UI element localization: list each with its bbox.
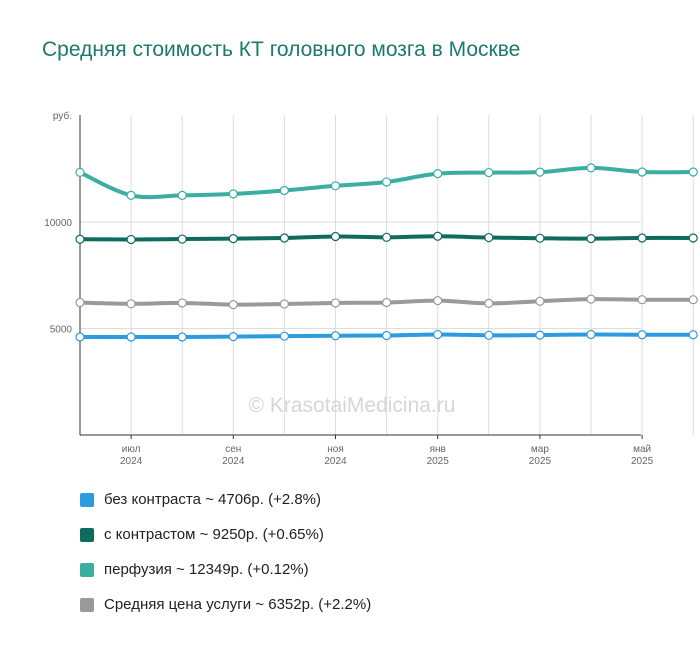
legend-label: с контрастом ~ 9250р. (+0.65%) <box>104 526 324 543</box>
data-point <box>586 234 596 244</box>
data-point <box>75 234 85 244</box>
x-tick-label-year: 2025 <box>427 456 450 467</box>
data-point <box>637 233 647 243</box>
y-tick-label: 10000 <box>44 218 72 229</box>
data-point <box>177 190 187 200</box>
legend-swatch <box>80 527 94 542</box>
data-point <box>382 330 392 341</box>
x-tick-label-month: июл <box>122 444 141 455</box>
x-tick-label-month: ноя <box>327 444 344 455</box>
data-point <box>586 163 596 173</box>
x-tick-label-month: янв <box>430 444 446 455</box>
x-tick-label-month: мар <box>531 444 549 455</box>
legend-item[interactable]: перфузия ~ 12349р. (+0.12%) <box>80 552 371 587</box>
data-point <box>688 330 698 340</box>
x-tick-label-year: 2024 <box>324 456 347 467</box>
data-point <box>228 300 238 310</box>
data-point <box>382 177 392 187</box>
data-point <box>126 234 136 245</box>
data-point <box>228 234 238 244</box>
legend-label: Средняя цена услуги ~ 6352р. (+2.2%) <box>104 596 372 613</box>
data-point <box>177 234 187 244</box>
data-point <box>75 332 85 342</box>
data-point <box>688 233 698 243</box>
watermark: © KrasotaiMedicina.ru <box>249 394 456 417</box>
legend-item[interactable]: без контраста ~ 4706р. (+2.8%) <box>80 482 371 517</box>
data-point <box>688 295 698 305</box>
data-point <box>586 294 596 304</box>
data-point <box>279 331 289 341</box>
data-point <box>382 297 392 308</box>
legend-swatch <box>80 597 94 612</box>
data-point <box>637 295 647 305</box>
data-point <box>586 329 596 340</box>
legend-label: без контраста ~ 4706р. (+2.8%) <box>104 491 322 508</box>
legend-swatch <box>80 492 94 507</box>
x-tick-label-year: 2025 <box>631 456 654 467</box>
data-point <box>637 330 647 340</box>
legend-item[interactable]: с контрастом ~ 9250р. (+0.65%) <box>80 517 371 552</box>
data-point <box>126 190 136 200</box>
data-point <box>75 167 85 177</box>
data-point <box>177 332 187 342</box>
data-point <box>637 167 647 177</box>
legend-label: перфузия ~ 12349р. (+0.12%) <box>104 561 309 578</box>
data-point <box>535 296 545 306</box>
y-unit-label: руб. <box>53 110 72 122</box>
data-point <box>330 231 341 242</box>
legend-item[interactable]: Средняя цена услуги ~ 6352р. (+2.2%) <box>80 587 371 622</box>
data-point <box>75 297 85 308</box>
data-point <box>484 167 494 178</box>
data-point <box>228 331 238 342</box>
data-point <box>279 185 289 196</box>
data-point <box>433 295 443 306</box>
data-point <box>484 298 494 308</box>
data-point <box>330 331 341 341</box>
x-tick-label-year: 2024 <box>222 456 245 467</box>
data-point <box>433 329 443 340</box>
x-tick-label-month: сен <box>225 444 241 455</box>
chart-legend: без контраста ~ 4706р. (+2.8%) с контраст… <box>80 482 371 622</box>
y-tick-label: 5000 <box>50 325 73 336</box>
data-point <box>126 299 136 309</box>
data-point <box>126 332 136 342</box>
data-point <box>228 189 238 199</box>
x-tick-label-year: 2024 <box>120 456 143 467</box>
data-point <box>279 299 289 309</box>
data-point <box>433 169 443 179</box>
data-point <box>688 167 698 177</box>
data-point <box>484 330 494 340</box>
data-point <box>382 232 392 242</box>
x-tick-label-year: 2025 <box>529 456 552 467</box>
line-chart: 500010000руб.июл2024сен2024ноя2024янв202… <box>44 110 698 467</box>
data-point <box>535 167 545 177</box>
data-point <box>433 231 443 241</box>
data-point <box>279 233 289 243</box>
data-point <box>177 298 187 308</box>
legend-swatch <box>80 562 94 577</box>
data-point <box>535 233 545 243</box>
data-point <box>535 330 545 340</box>
chart-title: Средняя стоимость КТ головного мозга в М… <box>42 38 521 61</box>
data-point <box>330 181 341 191</box>
data-point <box>484 232 494 243</box>
x-tick-label-month: май <box>633 444 651 455</box>
data-point <box>330 298 341 308</box>
